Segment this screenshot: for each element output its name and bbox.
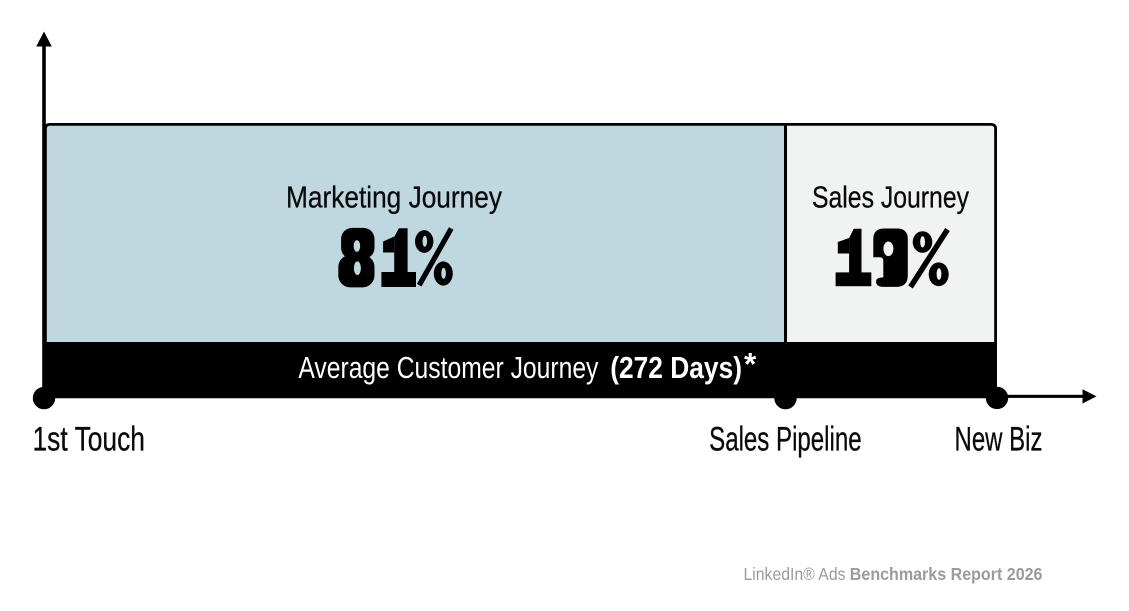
- svg-text:New Biz: New Biz: [955, 420, 1043, 458]
- svg-text:Sales Pipeline: Sales Pipeline: [709, 420, 862, 458]
- svg-text:*: *: [744, 346, 757, 382]
- svg-text:Average Customer Journey: Average Customer Journey: [298, 350, 598, 385]
- svg-text:Marketing Journey: Marketing Journey: [286, 180, 502, 215]
- svg-text:1st Touch: 1st Touch: [33, 420, 146, 458]
- svg-text:(272 Days): (272 Days): [610, 350, 742, 385]
- svg-text:LinkedIn® Ads: LinkedIn® Ads: [744, 564, 846, 584]
- svg-text:Benchmarks Report 2026: Benchmarks Report 2026: [850, 564, 1043, 584]
- svg-text:Sales Journey: Sales Journey: [812, 180, 969, 215]
